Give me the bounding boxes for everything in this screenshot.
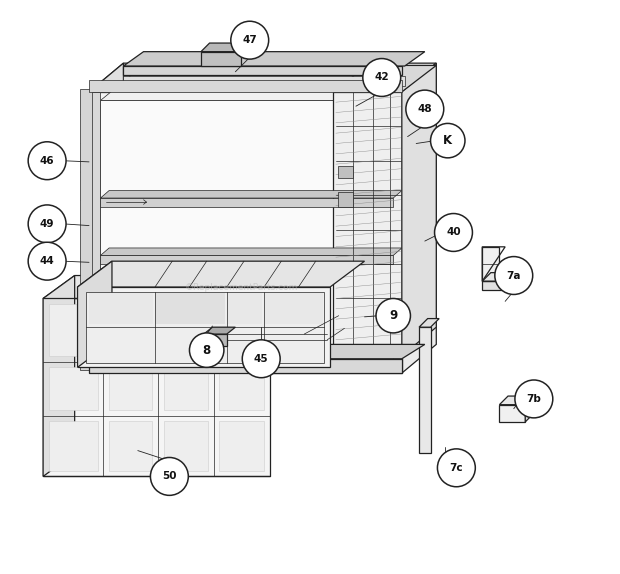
Polygon shape [155, 293, 225, 324]
Circle shape [495, 257, 533, 294]
Polygon shape [49, 304, 97, 356]
Polygon shape [81, 89, 92, 370]
Polygon shape [419, 327, 430, 453]
Polygon shape [402, 63, 436, 356]
Polygon shape [201, 43, 250, 52]
Text: ©ReplacementParts.com: ©ReplacementParts.com [184, 282, 298, 292]
Polygon shape [89, 63, 123, 373]
Polygon shape [78, 261, 112, 367]
Polygon shape [201, 52, 241, 66]
Text: 42: 42 [374, 72, 389, 83]
Polygon shape [333, 65, 436, 92]
Polygon shape [89, 344, 425, 359]
Text: 50: 50 [162, 471, 177, 482]
Text: 47: 47 [242, 35, 257, 45]
Polygon shape [123, 66, 402, 75]
Polygon shape [123, 76, 405, 86]
Polygon shape [219, 421, 264, 471]
Circle shape [151, 457, 188, 495]
Text: 40: 40 [446, 227, 461, 238]
Polygon shape [109, 367, 152, 410]
Polygon shape [164, 367, 208, 410]
Polygon shape [482, 247, 500, 281]
Polygon shape [100, 255, 393, 264]
Polygon shape [86, 292, 324, 363]
Polygon shape [109, 421, 152, 471]
Polygon shape [219, 367, 264, 410]
Text: 45: 45 [254, 354, 268, 364]
Polygon shape [333, 92, 402, 356]
Polygon shape [525, 396, 534, 422]
Polygon shape [264, 293, 322, 324]
Circle shape [430, 123, 465, 158]
Circle shape [28, 242, 66, 280]
Polygon shape [43, 276, 74, 476]
Text: 8: 8 [203, 344, 211, 356]
Text: 46: 46 [40, 156, 55, 166]
Circle shape [515, 380, 553, 418]
Circle shape [190, 333, 224, 367]
Polygon shape [89, 92, 100, 373]
Text: 7b: 7b [526, 394, 541, 404]
Polygon shape [89, 63, 436, 92]
Circle shape [28, 142, 66, 180]
Polygon shape [78, 287, 330, 367]
Polygon shape [43, 276, 301, 298]
Text: 7a: 7a [507, 270, 521, 281]
Polygon shape [402, 63, 436, 373]
Polygon shape [337, 192, 353, 207]
Circle shape [242, 340, 280, 378]
Polygon shape [89, 293, 153, 324]
Polygon shape [109, 304, 152, 356]
Polygon shape [164, 304, 208, 356]
Polygon shape [100, 248, 402, 255]
Text: 44: 44 [40, 256, 55, 266]
Circle shape [376, 298, 410, 333]
Text: 9: 9 [389, 309, 397, 322]
Polygon shape [482, 273, 514, 281]
Polygon shape [500, 396, 534, 405]
Polygon shape [100, 75, 425, 100]
Text: K: K [443, 134, 453, 147]
Text: 48: 48 [417, 104, 432, 114]
Polygon shape [89, 359, 402, 373]
Circle shape [438, 449, 476, 487]
Polygon shape [123, 52, 425, 66]
Polygon shape [227, 293, 262, 324]
Circle shape [28, 205, 66, 243]
Polygon shape [100, 100, 393, 367]
Polygon shape [100, 198, 393, 207]
Polygon shape [204, 327, 236, 334]
Polygon shape [89, 92, 402, 373]
Polygon shape [419, 319, 439, 327]
Polygon shape [43, 298, 270, 476]
Polygon shape [500, 405, 525, 422]
Polygon shape [100, 191, 402, 198]
Circle shape [231, 21, 268, 59]
Circle shape [363, 59, 401, 96]
Polygon shape [49, 367, 97, 410]
Polygon shape [482, 281, 514, 290]
Polygon shape [219, 304, 264, 356]
Text: 49: 49 [40, 219, 55, 229]
Polygon shape [337, 166, 353, 178]
Circle shape [435, 214, 472, 251]
Polygon shape [89, 80, 402, 92]
Text: 7c: 7c [450, 463, 463, 473]
Polygon shape [78, 261, 365, 287]
Circle shape [406, 90, 444, 128]
Polygon shape [49, 421, 97, 471]
Polygon shape [164, 421, 208, 471]
Polygon shape [204, 334, 227, 346]
